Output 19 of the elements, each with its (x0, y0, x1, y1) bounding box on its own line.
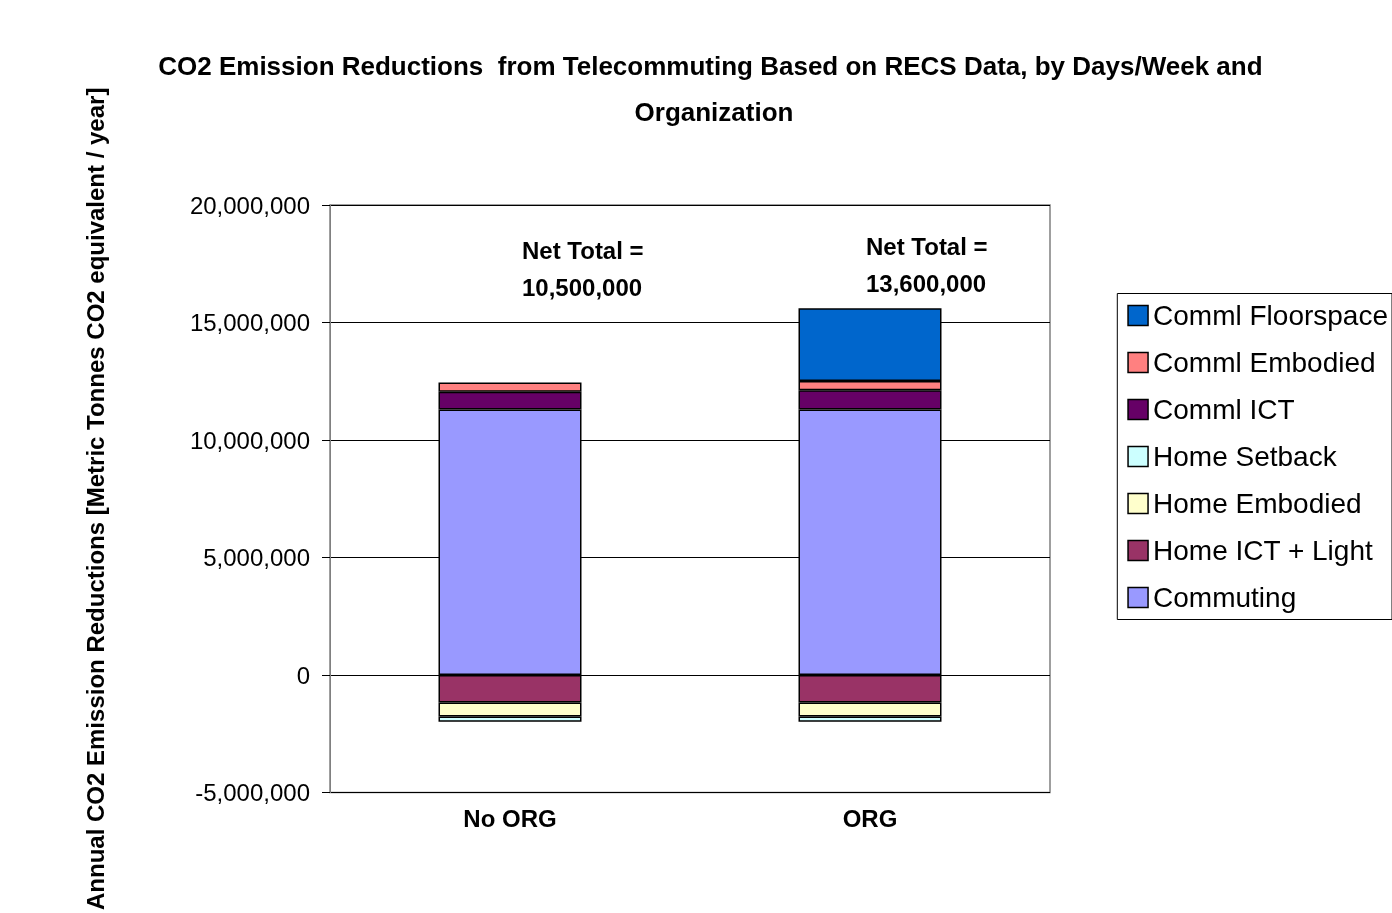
annotation: Net Total = 13,600,000 (866, 233, 988, 298)
legend-label: Comml ICT (1153, 394, 1295, 425)
annotation: Net Total = 10,500,000 (522, 237, 644, 302)
legend-label: Home Setback (1153, 441, 1338, 472)
legend-label: Comml Embodied (1153, 347, 1376, 378)
y-tick-label: 15,000,000 (189, 309, 310, 337)
legend-label: Comml Floorspace (1153, 300, 1388, 331)
y-tick-label: 0 (296, 661, 310, 689)
y-tick-label: -5,000,000 (195, 779, 310, 807)
x-tick-label: ORG (842, 805, 898, 833)
legend-label: Commuting (1153, 582, 1297, 613)
legend-label: Home ICT + Light (1153, 535, 1373, 566)
x-tick-label: No ORG (463, 805, 557, 833)
y-tick-label: 10,000,000 (189, 426, 310, 454)
y-axis-title: Annual CO2 Emission Reductions [Metric Tonnes CO2 equivalent / year] (81, 87, 109, 910)
legend-label: Home Embodied (1153, 488, 1362, 519)
y-tick-label: 20,000,000 (189, 191, 310, 219)
y-tick-label: 5,000,000 (203, 544, 310, 572)
chart-title: CO2 Emission Reductions from Telecommuting Based on RECS Data, by Days/Week and Organization (158, 51, 1270, 127)
